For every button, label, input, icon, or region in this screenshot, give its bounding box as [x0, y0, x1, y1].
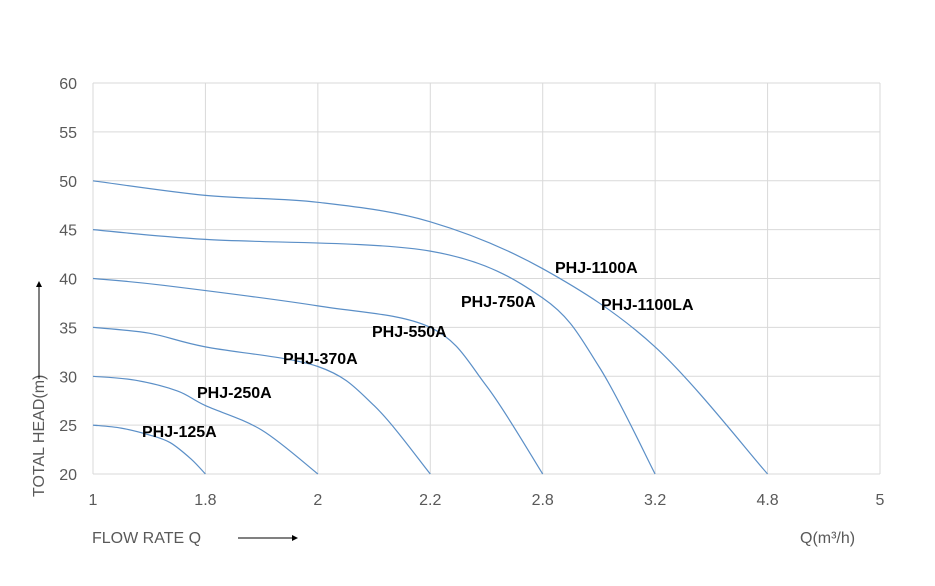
- y-tick-label: 55: [59, 125, 77, 142]
- curve-phj-370a: [92, 326, 431, 475]
- curves: [92, 180, 769, 475]
- x-tick-label: 4.8: [756, 492, 778, 509]
- curve-phj-1100a: [92, 180, 769, 475]
- y-axis-title-group: TOTAL HEAD(m): [31, 281, 48, 497]
- x-tick-label: 2.2: [419, 492, 441, 509]
- label-phj-370a: PHJ-370A: [283, 351, 358, 368]
- y-tick-label: 20: [59, 467, 77, 484]
- x-tick-label: 1: [89, 492, 98, 509]
- x-axis-arrow-head: [292, 535, 298, 541]
- y-axis-title: TOTAL HEAD(m): [31, 375, 48, 497]
- curve-phj-125a: [92, 424, 206, 475]
- grid: [92, 82, 881, 475]
- y-tick-label: 30: [59, 369, 77, 386]
- y-tick-label: 35: [59, 320, 77, 337]
- y-tick-label: 25: [59, 418, 77, 435]
- y-axis-arrow-head: [36, 281, 42, 287]
- label-phj-250a: PHJ-250A: [197, 385, 272, 402]
- y-tick-label: 60: [59, 76, 77, 93]
- x-axis-unit: Q(m³/h): [800, 530, 855, 547]
- y-tick-label: 40: [59, 272, 77, 289]
- x-tick-labels: 1 1.8 2 2.2 2.8 3.2 4.8 5: [89, 492, 885, 509]
- y-tick-labels: 20 25 30 35 40 45 50 55 60: [59, 76, 77, 484]
- x-tick-label: 3.2: [644, 492, 666, 509]
- y-tick-label: 50: [59, 174, 77, 191]
- label-phj-550a: PHJ-550A: [372, 324, 447, 341]
- x-tick-label: 2.8: [532, 492, 554, 509]
- x-axis-title: FLOW RATE Q: [92, 530, 201, 547]
- x-tick-label: 5: [876, 492, 885, 509]
- curve-phj-550a: [92, 277, 544, 475]
- curve-phj-250a: [92, 375, 319, 475]
- x-tick-label: 1.8: [194, 492, 216, 509]
- series-labels: PHJ-125A PHJ-250A PHJ-370A PHJ-550A PHJ-750A…: [142, 260, 694, 441]
- y-tick-label: 45: [59, 223, 77, 240]
- curve-phj-750a: [92, 229, 656, 475]
- label-phj-125a: PHJ-125A: [142, 424, 217, 441]
- label-phj-1100la: PHJ-1100LA: [601, 297, 694, 314]
- label-phj-750a: PHJ-750A: [461, 294, 536, 311]
- label-phj-1100a: PHJ-1100A: [555, 260, 638, 277]
- x-tick-label: 2: [313, 492, 322, 509]
